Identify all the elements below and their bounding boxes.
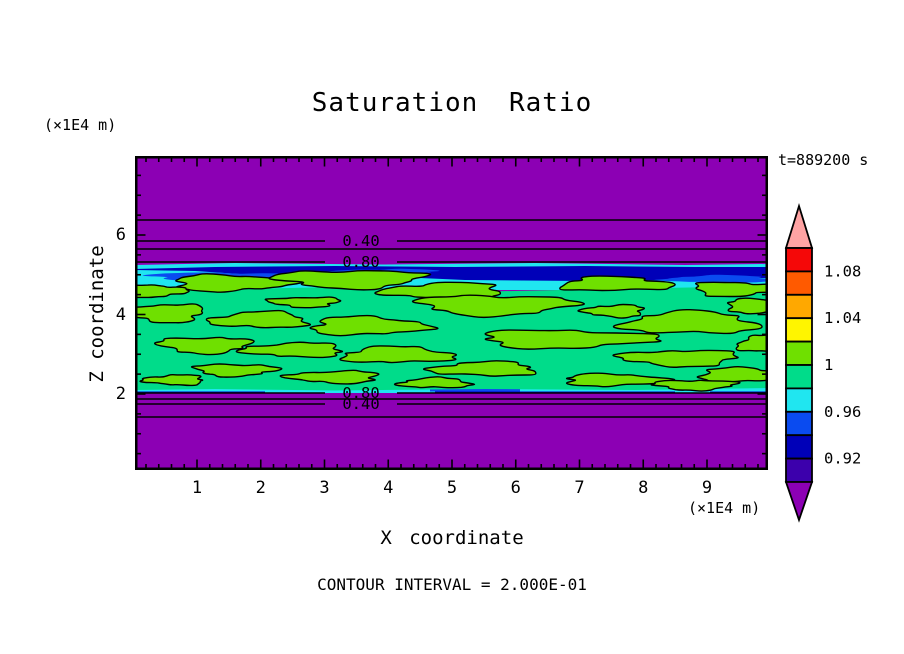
supersaturation-blob [411, 294, 585, 319]
supersaturation-blob [393, 376, 476, 389]
supersaturation-blob [235, 341, 344, 359]
supersaturation-blob [264, 296, 342, 309]
x-tick-label: 4 [383, 478, 394, 498]
supersaturation-blob [135, 303, 204, 324]
contour-plot: 0.400.800.800.40 [135, 156, 768, 470]
supersaturation-blob [339, 345, 458, 364]
supersaturation-blob [205, 309, 312, 329]
colorbar-cell [785, 410, 813, 437]
contour-label: 0.80 [342, 384, 379, 402]
colorbar-top-arrow [784, 202, 814, 249]
supersaturation-blob [190, 363, 283, 378]
y-tick-label: 2 [115, 384, 126, 404]
y-tick-label: 6 [115, 225, 126, 245]
supersaturation-blob [612, 349, 739, 368]
y-tick-label: 4 [115, 304, 126, 325]
supersaturation-blob [612, 308, 763, 335]
colorbar-label: 1 [824, 356, 833, 374]
x-tick-label: 9 [701, 478, 713, 498]
supersaturation-blob [153, 336, 255, 356]
supersaturation-blob [695, 281, 768, 298]
x-axis-unit-label: (×1E4 m) [688, 499, 761, 517]
supersaturation-blob [559, 275, 676, 292]
colorbar-cell [785, 317, 813, 343]
colorbar-cell [785, 270, 813, 296]
colorbar-label: 0.92 [824, 450, 861, 468]
royal-blue-streak [653, 274, 768, 283]
colorbar-cell [785, 457, 813, 483]
colorbar-cell [785, 364, 813, 390]
plot-frame [135, 156, 768, 470]
supersaturation-blob [735, 334, 768, 352]
colorbar-cell [785, 247, 813, 273]
x-tick-label: 6 [510, 478, 521, 498]
x-tick-label: 8 [638, 478, 649, 498]
colorbar: 1.08 1.04 1 0.96 0.92 [784, 202, 861, 523]
supersaturation-blob [565, 372, 676, 388]
x-axis-title: X coordinate [380, 527, 524, 549]
supersaturation-blob [279, 369, 380, 385]
contour-interval-label: CONTOUR INTERVAL = 2.000E-01 [317, 575, 587, 594]
x-tick-label: 7 [574, 478, 585, 498]
supersaturation-blob [268, 269, 432, 291]
supersaturation-blob [422, 360, 537, 377]
x-tick-label: 3 [319, 478, 330, 498]
contour-label: 0.40 [342, 232, 379, 250]
supersaturation-blob [577, 303, 645, 319]
supersaturation-blob [650, 379, 741, 392]
colorbar-label: 1.04 [824, 309, 861, 327]
supersaturation-blob [309, 314, 439, 337]
colorbar-bottom-arrow [784, 481, 814, 523]
x-tick-label: 1 [191, 478, 203, 498]
colorbar-cell [785, 293, 813, 320]
supersaturation-blob [484, 329, 662, 350]
supersaturation-blob [139, 374, 204, 387]
timestamp-label: t=889200 s [778, 151, 869, 169]
contour-label: 0.80 [342, 253, 379, 271]
colorbar-label: 1.08 [824, 262, 861, 280]
royal-bottom-streak [430, 388, 520, 392]
supersaturation-blob [135, 284, 190, 299]
colorbar-cell [785, 387, 813, 413]
contour-label: 0.40 [342, 395, 379, 413]
supersaturation-blob [696, 366, 768, 383]
colorbar-label: 0.96 [824, 403, 861, 421]
supersaturation-blob [726, 297, 768, 315]
chart-title: Saturation Ratio [311, 88, 593, 118]
colorbar-cell [785, 434, 813, 460]
x-tick-label: 5 [446, 478, 458, 498]
y-axis-unit-label: (×1E4 m) [44, 116, 117, 134]
colorbar-cell [785, 340, 813, 366]
x-tick-label: 2 [255, 478, 266, 498]
